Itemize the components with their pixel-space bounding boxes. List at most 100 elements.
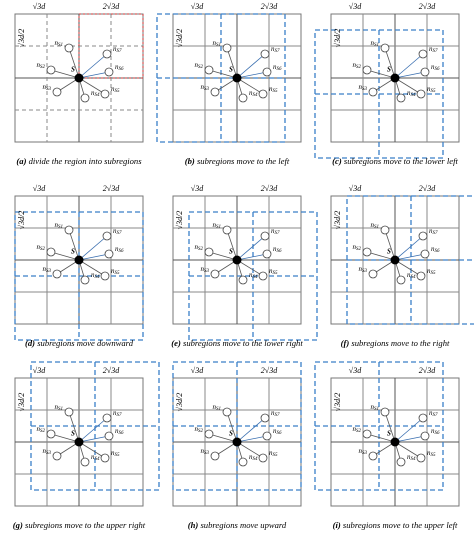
neighbor-node — [100, 453, 110, 463]
node-sub: S7 — [275, 413, 281, 418]
node-base: n — [111, 85, 115, 93]
node-sub: S2 — [356, 65, 362, 70]
node-base: n — [249, 89, 253, 97]
caption-tag: (d) — [25, 338, 35, 348]
node-sub: S6 — [119, 67, 125, 72]
node-label: nS7 — [429, 45, 438, 55]
node-label: nS6 — [273, 245, 282, 255]
node-sub: S2 — [356, 429, 362, 434]
node-base: n — [429, 227, 433, 235]
neighbor-node — [204, 429, 214, 439]
node-label: nS6 — [431, 63, 440, 73]
dimension-label: √3d/2 — [175, 211, 184, 230]
node-sub: S3 — [46, 451, 52, 456]
neighbor-node — [210, 87, 220, 97]
node-sub: S1 — [216, 225, 221, 230]
center-label: S — [71, 66, 75, 74]
neighbor-node — [238, 275, 248, 285]
node-sub: S5 — [115, 271, 121, 276]
link — [394, 53, 424, 79]
node-label: nS5 — [269, 85, 278, 95]
node-base: n — [273, 245, 277, 253]
neighbor-node — [80, 457, 90, 467]
neighbor-node — [258, 453, 268, 463]
node-sub: S4 — [253, 93, 259, 98]
node-sub: S2 — [40, 65, 46, 70]
center-node — [74, 73, 84, 83]
node-base: n — [111, 449, 115, 457]
link — [68, 229, 80, 261]
link — [384, 411, 396, 443]
node-label: nS4 — [407, 453, 416, 463]
node-base: n — [371, 403, 375, 411]
neighbor-node — [52, 451, 62, 461]
link — [236, 53, 266, 79]
dimension-label: 2√3d — [103, 2, 120, 11]
node-base: n — [407, 89, 411, 97]
node-base: n — [55, 39, 59, 47]
link — [394, 441, 422, 459]
node-base: n — [113, 227, 117, 235]
node-base: n — [91, 271, 95, 279]
node-sub: S7 — [433, 231, 439, 236]
link — [366, 251, 396, 261]
neighbor-node — [222, 407, 232, 417]
node-label: nS3 — [359, 83, 368, 93]
node-sub: S6 — [277, 249, 283, 254]
node-base: n — [37, 61, 41, 69]
node-base: n — [37, 425, 41, 433]
link — [208, 251, 238, 261]
center-label: S — [387, 430, 391, 438]
node-sub: S6 — [277, 67, 283, 72]
center-node — [232, 255, 242, 265]
neighbor-node — [416, 453, 426, 463]
caption-tag: (i) — [333, 520, 341, 530]
node-sub: S1 — [58, 407, 63, 412]
node-base: n — [111, 267, 115, 275]
center-label: S — [387, 66, 391, 74]
node-base: n — [407, 271, 411, 279]
node-base: n — [113, 409, 117, 417]
node-label: nS4 — [249, 89, 258, 99]
link — [78, 77, 106, 95]
node-sub: S1 — [58, 43, 63, 48]
node-label: nS1 — [371, 39, 380, 49]
caption-text: subregions move upward — [200, 520, 286, 530]
caption-tag: (b) — [185, 156, 195, 166]
link — [236, 77, 264, 95]
neighbor-node — [102, 49, 112, 59]
neighbor-node — [80, 93, 90, 103]
node-label: nS3 — [359, 447, 368, 457]
node-base: n — [271, 409, 275, 417]
link — [236, 435, 268, 443]
node-sub: S6 — [119, 431, 125, 436]
node-label: nS3 — [201, 265, 210, 275]
node-label: nS2 — [37, 61, 46, 71]
link — [78, 435, 110, 443]
center-node — [390, 255, 400, 265]
dimension-label: 2√3d — [419, 366, 436, 375]
node-base: n — [115, 245, 119, 253]
caption-tag: (f) — [341, 338, 350, 348]
node-sub: S5 — [115, 89, 121, 94]
dimension-label: √3d — [33, 2, 46, 11]
node-sub: S1 — [58, 225, 63, 230]
caption: (d) subregions move downward — [25, 338, 134, 348]
caption: (b) subregions move to the left — [185, 156, 290, 166]
dimension-label: √3d — [349, 366, 362, 375]
node-sub: S1 — [216, 43, 221, 48]
node-label: nS7 — [271, 409, 280, 419]
node-sub: S7 — [117, 413, 123, 418]
caption-text: subregions move to the left — [197, 156, 290, 166]
node-base: n — [353, 243, 357, 251]
link — [78, 53, 108, 79]
neighbor-node — [416, 89, 426, 99]
node-label: nS2 — [37, 243, 46, 253]
neighbor-node — [262, 67, 272, 77]
node-base: n — [371, 39, 375, 47]
caption-text: divide the region into subregions — [29, 156, 143, 166]
node-label: nS6 — [115, 245, 124, 255]
node-base: n — [113, 45, 117, 53]
